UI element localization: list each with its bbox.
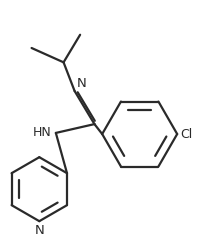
- Text: HN: HN: [33, 126, 52, 139]
- Text: N: N: [34, 224, 44, 237]
- Text: N: N: [77, 77, 87, 90]
- Text: Cl: Cl: [180, 127, 193, 140]
